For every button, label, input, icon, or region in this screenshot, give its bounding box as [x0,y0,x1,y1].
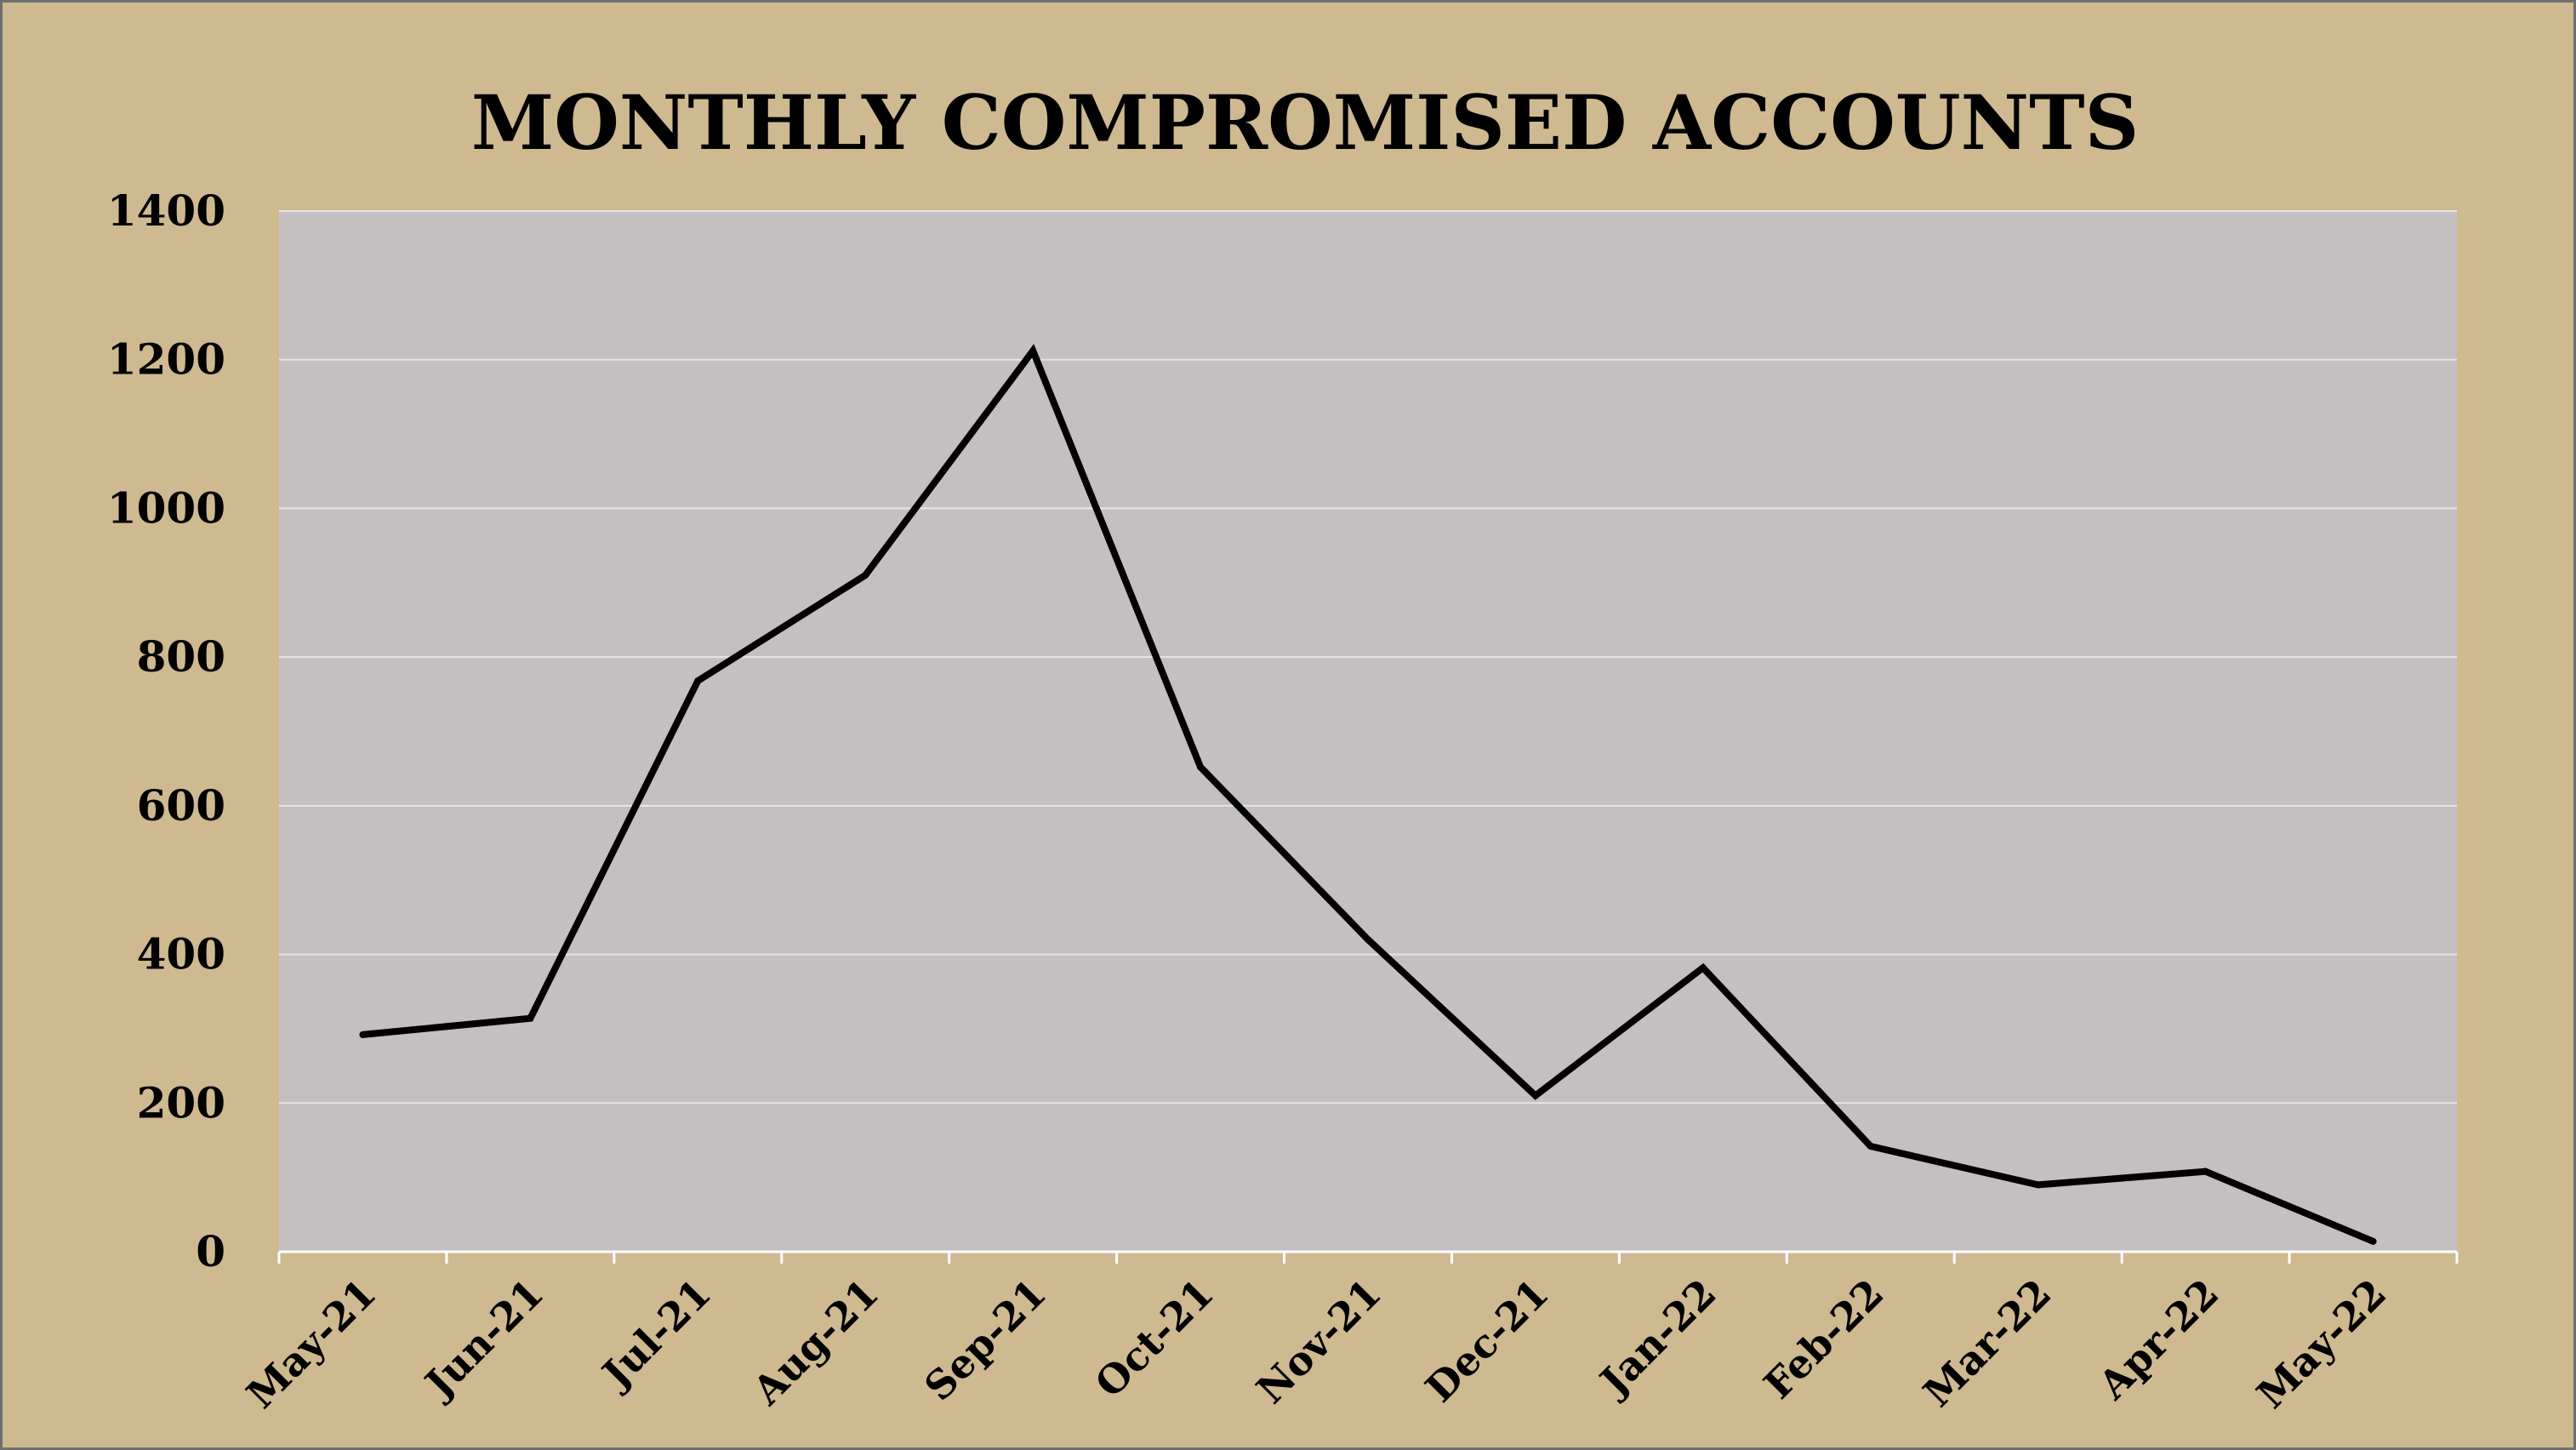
y-tick-label: 400 [137,929,225,979]
data-point [862,572,869,579]
y-tick-label: 600 [137,780,225,831]
data-point [1699,964,1707,972]
data-point [2034,1181,2042,1189]
y-tick-label: 1200 [107,334,225,385]
x-tick-label: Nov-21 [1248,1270,1390,1413]
data-point [1365,936,1371,944]
x-tick-label: Jan-22 [1589,1270,1725,1407]
data-series [359,344,2377,1245]
data-point [359,1030,367,1038]
x-axis-tick-labels: May-21 Jun-21 Jul-21 Aug-21 Sep-21 Oct-21 Nov-… [237,1270,2395,1418]
line-chart: 0 200 400 600 800 1000 1200 1400 May-21 Jun-21 Ju… [107,78,2459,1418]
x-tick-label: May-22 [2248,1270,2395,1418]
x-tick-label: Feb-22 [1755,1270,1893,1408]
y-axis-tick-labels: 0 200 400 600 800 1000 1200 1400 [107,186,225,1276]
data-point [694,677,702,685]
gridlines [279,210,2457,1105]
x-tick-label: Oct-21 [1086,1270,1222,1407]
data-point [2369,1237,2377,1245]
x-tick-label: Apr-22 [2089,1270,2228,1409]
chart-title: MONTHLY COMPROMISED ACCOUNTS [471,78,2139,167]
y-tick-label: 0 [196,1226,225,1276]
x-tick-label: Mar-22 [1914,1270,2060,1416]
y-tick-label: 1400 [107,186,225,236]
x-tick-label: Aug-21 [744,1270,887,1414]
data-point [527,1014,534,1022]
y-tick-label: 1000 [107,482,225,533]
data-point [2202,1167,2209,1175]
x-tick-label: Jun-21 [414,1270,552,1408]
data-point [1029,347,1037,355]
plot-area [279,211,2457,1252]
x-tick-label: Jul-21 [591,1270,720,1399]
x-tick-label: Dec-21 [1416,1270,1558,1412]
x-tick-label: May-21 [237,1270,385,1418]
x-tick-label: Sep-21 [915,1270,1055,1410]
data-point [1866,1142,1874,1150]
data-point [1197,763,1205,771]
y-tick-label: 800 [137,631,225,682]
data-point [1531,1092,1539,1099]
x-axis [277,1250,2459,1264]
y-tick-label: 200 [137,1077,225,1127]
